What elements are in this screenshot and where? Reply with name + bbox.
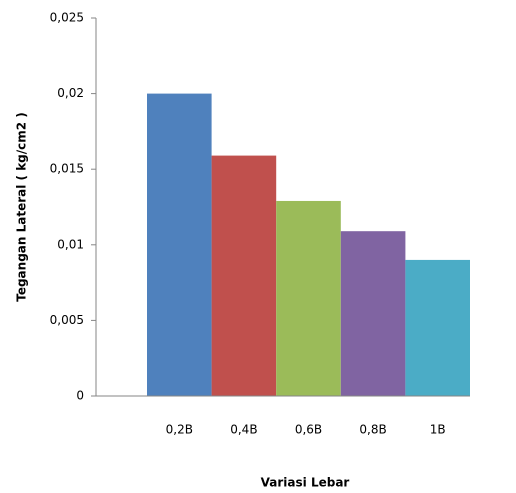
bar — [405, 259, 470, 396]
y-tick-label: 0 — [76, 389, 84, 403]
y-tick-label: 0,025 — [50, 11, 84, 25]
x-axis-label: Variasi Lebar — [261, 476, 350, 490]
y-tick-label: 0,005 — [50, 313, 84, 327]
bar — [340, 231, 406, 396]
y-axis-label: Tegangan Lateral ( kg/cm2 ) — [15, 112, 29, 302]
y-tick-label: 0,01 — [57, 237, 84, 251]
x-tick-label: 0,4B — [230, 423, 257, 437]
y-tick-label: 0,015 — [50, 162, 84, 176]
bar — [147, 93, 212, 396]
x-tick-label: 0,2B — [166, 423, 193, 437]
x-tick-label: 0,8B — [359, 423, 386, 437]
y-tick-label: 0,02 — [57, 86, 84, 100]
x-tick-label: 0,6B — [295, 423, 322, 437]
x-tick-label: 1B — [430, 423, 446, 437]
bar — [276, 200, 341, 396]
bar — [211, 155, 277, 396]
